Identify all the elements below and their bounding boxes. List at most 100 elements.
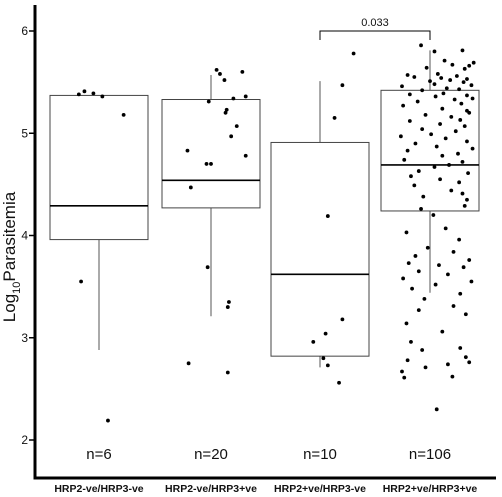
data-point (434, 407, 439, 412)
data-point (325, 214, 330, 218)
data-point (218, 72, 222, 76)
data-point (409, 339, 413, 344)
y-tick-label: 4 (21, 229, 28, 243)
x-tick-label: HRP2-ve/HRP3-ve (54, 483, 143, 495)
data-point (420, 88, 425, 93)
data-point (463, 355, 468, 360)
data-point (404, 230, 409, 235)
data-point (422, 296, 427, 301)
data-point (470, 146, 475, 151)
data-point (458, 291, 463, 296)
data-point (91, 91, 96, 96)
data-point (332, 116, 337, 120)
data-point (398, 134, 403, 139)
data-point (402, 375, 407, 380)
data-point (185, 148, 190, 153)
data-point (416, 269, 421, 274)
data-point (443, 136, 448, 141)
data-point (466, 171, 470, 176)
data-point (469, 279, 474, 284)
data-point (435, 72, 440, 76)
data-point (424, 65, 429, 70)
significance-bracket (319, 30, 431, 40)
data-point (440, 329, 445, 334)
data-point (416, 308, 421, 313)
data-point (205, 265, 210, 270)
data-point (227, 300, 231, 304)
data-point (407, 92, 412, 97)
data-point (351, 51, 356, 56)
data-point (214, 67, 219, 72)
x-tick-label: HRP2+ve/HRP3+ve (383, 483, 478, 495)
data-point (429, 132, 434, 137)
data-point (434, 144, 439, 149)
y-tick-label: 5 (21, 126, 28, 140)
data-point (452, 97, 457, 102)
data-point (432, 49, 437, 54)
y-tick-label: 2 (21, 433, 28, 447)
y-tick-label: 6 (21, 24, 28, 38)
y-axis-title: Log10Parasitemia (0, 191, 23, 322)
data-point (467, 360, 472, 365)
data-point (465, 77, 469, 81)
data-point (401, 103, 406, 108)
data-point (439, 76, 444, 80)
data-point (421, 194, 426, 199)
data-point (451, 249, 456, 254)
x-tick-label: HRP2-ve/HRP3+ve (165, 483, 257, 495)
data-point (459, 101, 464, 106)
data-point (225, 370, 230, 375)
data-point (437, 263, 441, 268)
data-point (415, 99, 420, 104)
data-point (407, 119, 412, 123)
data-point (234, 124, 239, 128)
data-point (223, 110, 228, 115)
x-tick-label: HRP2+ve/HRP3-ve (274, 483, 366, 495)
data-point (188, 185, 193, 190)
data-point (423, 365, 428, 370)
data-point (76, 92, 81, 97)
group-count-label: n=20 (194, 446, 228, 463)
data-point (209, 162, 213, 166)
data-point (410, 286, 414, 291)
data-point (82, 89, 87, 94)
data-point (457, 180, 462, 185)
data-point (325, 363, 330, 368)
data-point (240, 70, 245, 74)
data-point (440, 106, 445, 111)
group-count-label: n=10 (303, 446, 337, 463)
data-point (433, 94, 438, 99)
data-point (469, 83, 474, 88)
data-point (412, 183, 417, 188)
data-point (444, 86, 449, 91)
data-point (204, 162, 209, 166)
data-point (449, 114, 454, 119)
data-point (442, 58, 447, 63)
data-point (446, 362, 450, 367)
data-point (402, 157, 407, 162)
data-point (321, 356, 326, 361)
data-point (423, 112, 428, 117)
data-point (462, 66, 467, 71)
data-point (400, 369, 404, 374)
data-point (413, 254, 418, 258)
data-point (243, 94, 248, 99)
data-point (458, 118, 463, 122)
data-point (432, 82, 437, 87)
data-point (457, 87, 462, 92)
data-point (465, 139, 469, 144)
data-point (431, 213, 436, 217)
data-point (438, 122, 442, 126)
data-point (222, 78, 227, 82)
data-point (432, 165, 437, 169)
box-iqr (49, 94, 149, 241)
data-point (446, 272, 450, 277)
data-point (405, 358, 410, 363)
data-point (443, 226, 448, 231)
data-point (409, 174, 413, 179)
data-point (440, 153, 445, 158)
data-point (413, 141, 418, 146)
data-point (419, 43, 423, 48)
data-point (465, 197, 469, 202)
